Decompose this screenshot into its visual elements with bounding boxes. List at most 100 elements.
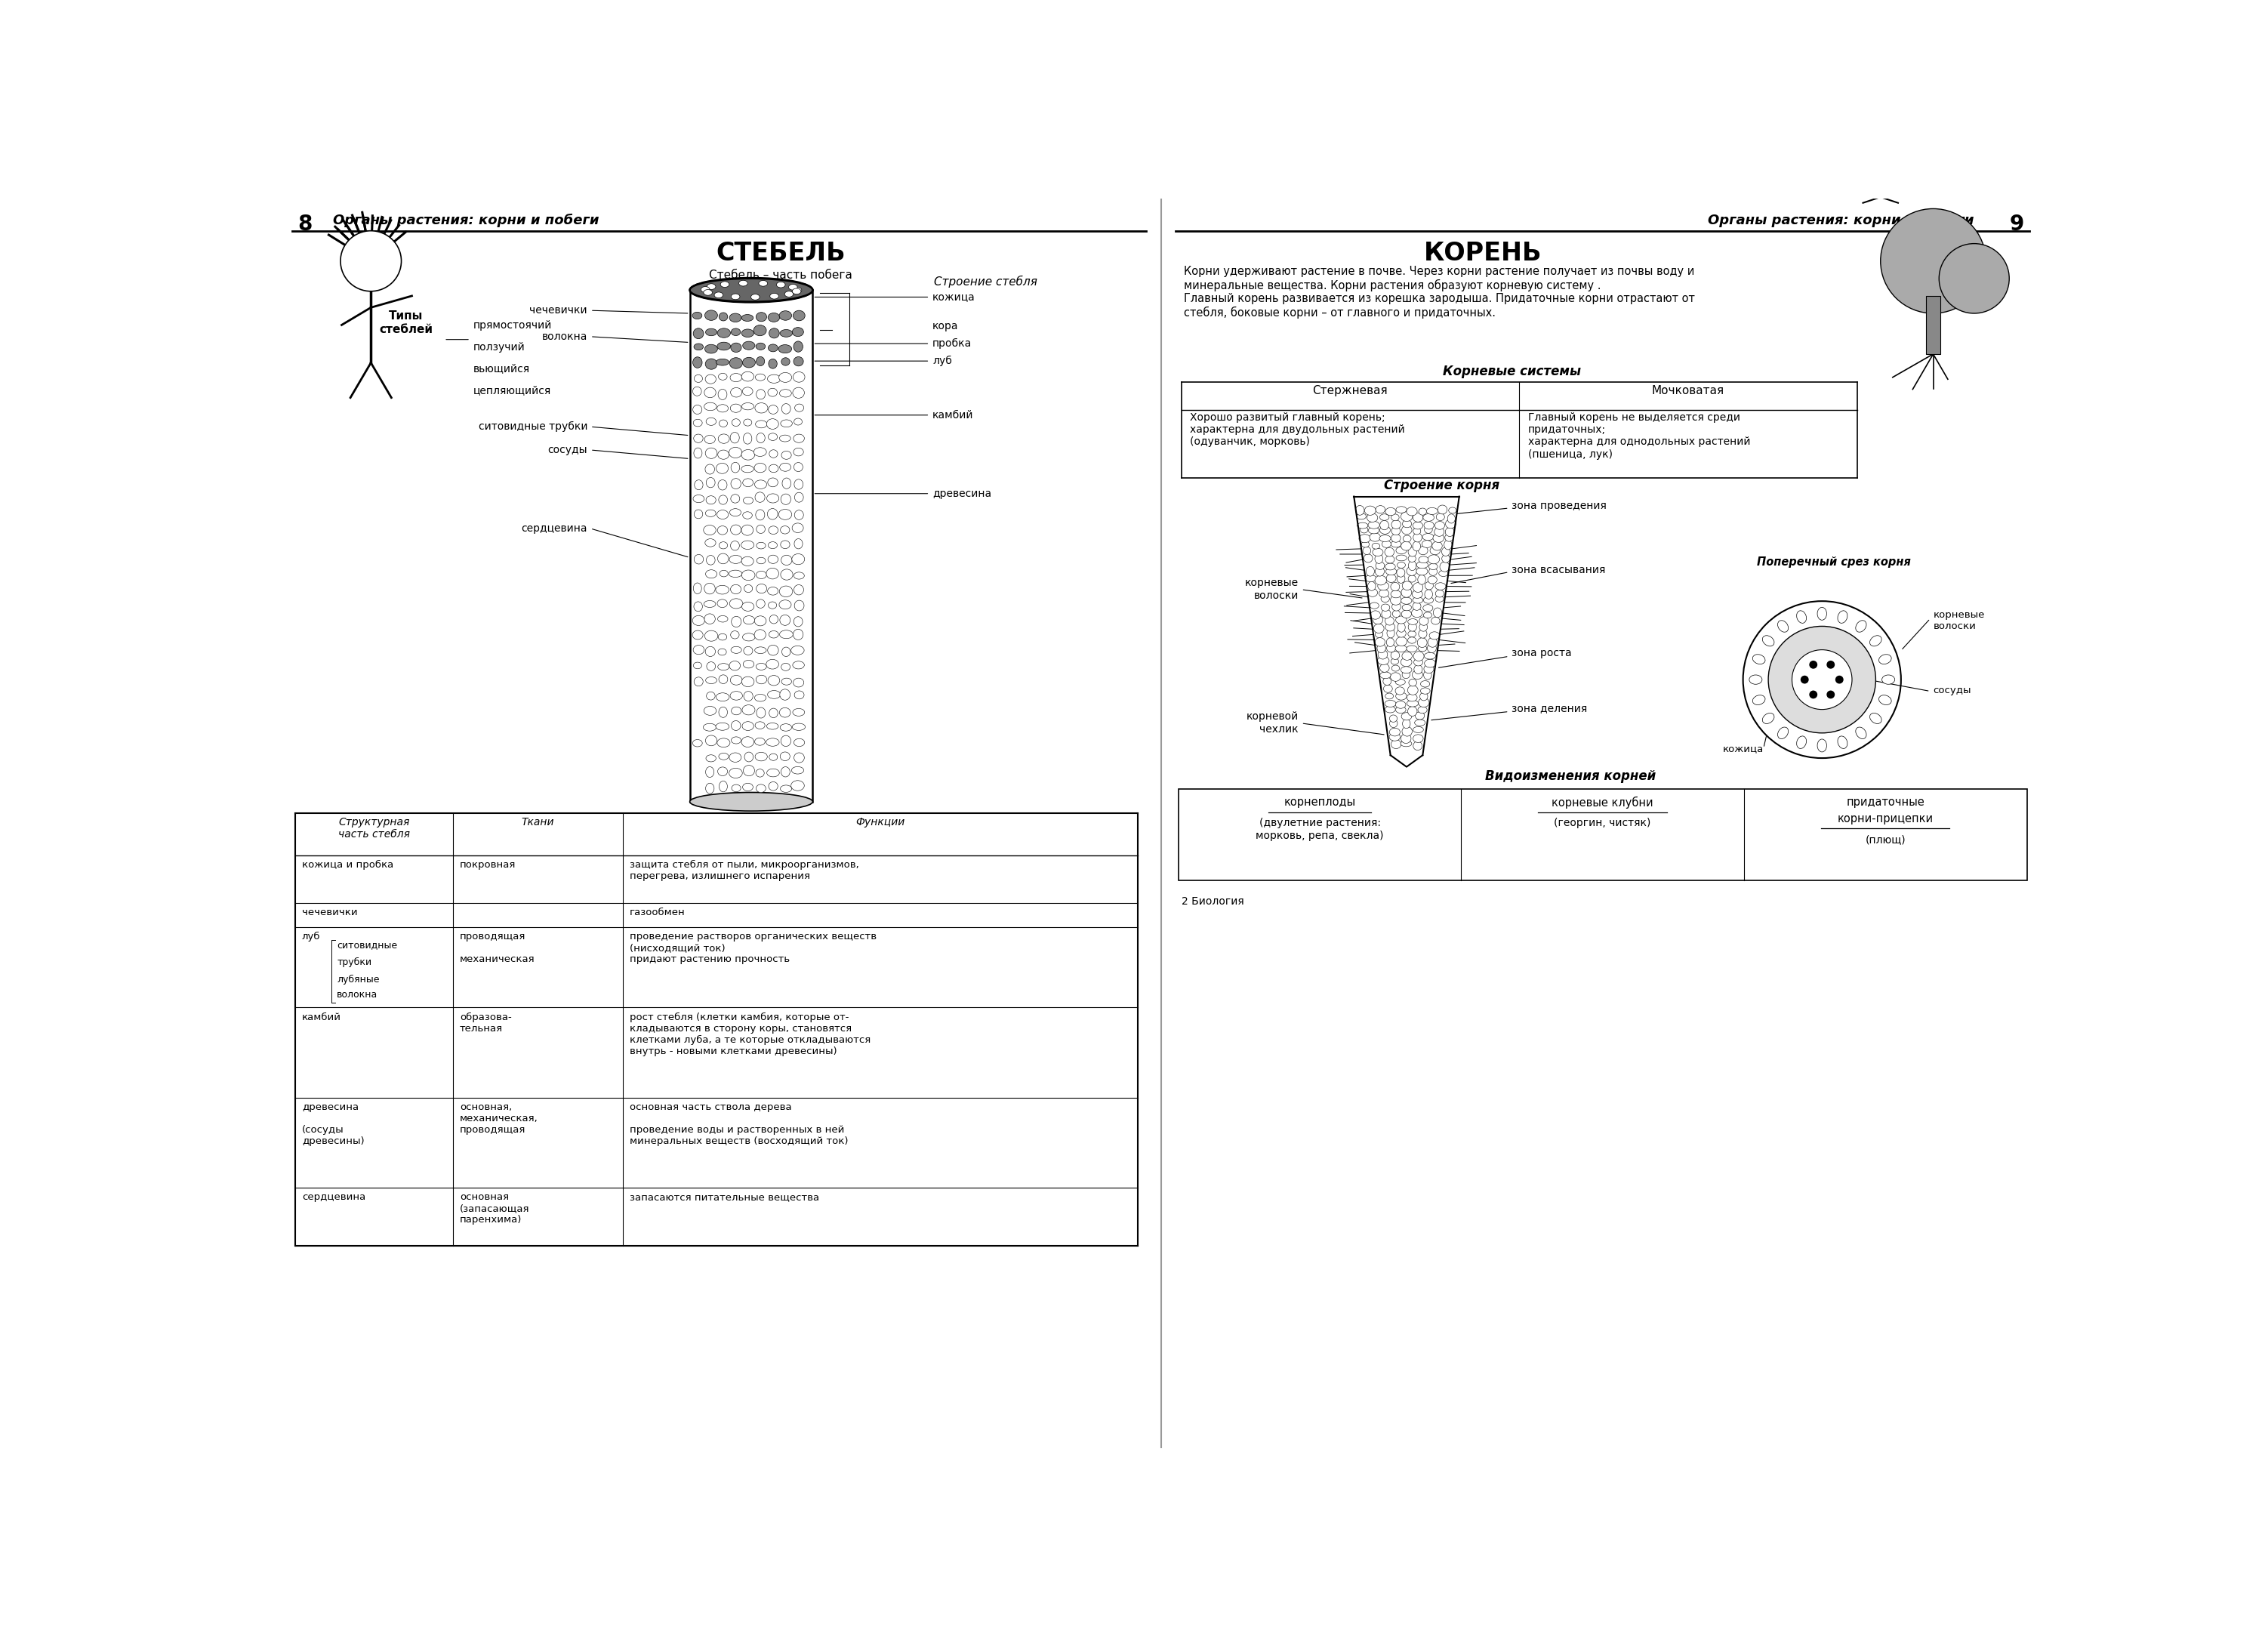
Ellipse shape: [1431, 618, 1441, 624]
Ellipse shape: [1409, 575, 1416, 582]
Ellipse shape: [757, 542, 766, 548]
Ellipse shape: [693, 405, 702, 415]
Ellipse shape: [757, 433, 766, 443]
Text: камбий: камбий: [301, 1013, 342, 1023]
Ellipse shape: [1388, 719, 1398, 727]
Ellipse shape: [707, 755, 716, 762]
Ellipse shape: [1370, 611, 1379, 620]
Ellipse shape: [793, 311, 804, 320]
Ellipse shape: [793, 287, 802, 292]
Ellipse shape: [779, 329, 793, 337]
Ellipse shape: [1427, 644, 1436, 653]
Ellipse shape: [779, 586, 793, 596]
Ellipse shape: [757, 557, 766, 563]
Ellipse shape: [1416, 567, 1427, 575]
Text: кора: кора: [933, 320, 958, 332]
Ellipse shape: [1753, 695, 1764, 705]
Ellipse shape: [693, 510, 702, 519]
Ellipse shape: [1413, 603, 1420, 610]
Ellipse shape: [793, 553, 804, 565]
Ellipse shape: [1425, 671, 1431, 679]
Ellipse shape: [754, 463, 766, 472]
Ellipse shape: [770, 709, 777, 717]
Ellipse shape: [1366, 567, 1375, 577]
Text: кожица: кожица: [933, 292, 976, 302]
Ellipse shape: [729, 448, 743, 458]
Ellipse shape: [777, 282, 786, 287]
Ellipse shape: [1377, 644, 1386, 653]
Text: кожица и пробка: кожица и пробка: [301, 859, 394, 869]
Ellipse shape: [754, 648, 766, 654]
Ellipse shape: [793, 327, 804, 337]
Ellipse shape: [1880, 654, 1891, 664]
Ellipse shape: [781, 662, 790, 671]
Ellipse shape: [1445, 534, 1454, 542]
Ellipse shape: [1382, 610, 1391, 618]
Ellipse shape: [743, 601, 754, 611]
Ellipse shape: [693, 448, 702, 458]
Ellipse shape: [729, 555, 743, 563]
Ellipse shape: [691, 279, 813, 302]
Ellipse shape: [743, 765, 754, 776]
Ellipse shape: [779, 724, 793, 732]
Ellipse shape: [729, 570, 743, 577]
Ellipse shape: [1409, 620, 1418, 624]
Ellipse shape: [718, 390, 727, 400]
Ellipse shape: [743, 512, 752, 519]
Ellipse shape: [779, 434, 790, 441]
Text: Главный корень не выделяется среди
придаточных;
характерна для однодольных расте: Главный корень не выделяется среди прида…: [1529, 413, 1751, 459]
Ellipse shape: [1413, 514, 1422, 522]
Ellipse shape: [1379, 525, 1391, 534]
Ellipse shape: [1375, 553, 1384, 563]
Text: (георгин, чистяк): (георгин, чистяк): [1554, 818, 1651, 829]
Ellipse shape: [743, 357, 754, 368]
Ellipse shape: [743, 705, 754, 715]
Text: корневые
волоски: корневые волоски: [1246, 578, 1298, 601]
Ellipse shape: [781, 420, 793, 428]
Ellipse shape: [732, 525, 741, 535]
Ellipse shape: [1817, 608, 1826, 620]
Ellipse shape: [754, 403, 768, 413]
Text: образова-
тельная: образова- тельная: [460, 1013, 512, 1034]
Ellipse shape: [1395, 507, 1407, 512]
Ellipse shape: [1382, 595, 1388, 603]
Ellipse shape: [1413, 542, 1420, 552]
Ellipse shape: [707, 555, 716, 565]
Ellipse shape: [1402, 653, 1411, 661]
Text: КОРЕНЬ: КОРЕНЬ: [1422, 241, 1542, 266]
Ellipse shape: [757, 600, 766, 608]
Ellipse shape: [732, 494, 741, 502]
Text: Хорошо развитый главный корень;
характерна для двудольных растений
(одуванчик, м: Хорошо развитый главный корень; характер…: [1189, 413, 1404, 448]
Ellipse shape: [1422, 514, 1434, 520]
Ellipse shape: [1420, 623, 1427, 631]
Ellipse shape: [1425, 653, 1436, 659]
Ellipse shape: [768, 464, 779, 472]
Ellipse shape: [1445, 540, 1452, 550]
Ellipse shape: [718, 434, 729, 443]
Ellipse shape: [757, 770, 763, 776]
Ellipse shape: [732, 344, 741, 352]
Ellipse shape: [784, 291, 793, 297]
Ellipse shape: [1418, 697, 1429, 707]
Ellipse shape: [732, 737, 741, 743]
Ellipse shape: [1436, 596, 1443, 601]
Text: цепляющийся: цепляющийся: [473, 385, 550, 395]
Ellipse shape: [707, 767, 713, 778]
Ellipse shape: [1391, 527, 1400, 535]
Text: Структурная
часть стебля: Структурная часть стебля: [337, 816, 410, 839]
Ellipse shape: [1409, 707, 1418, 715]
Ellipse shape: [770, 615, 779, 624]
Text: (плющ): (плющ): [1864, 834, 1905, 844]
Ellipse shape: [793, 434, 804, 443]
Ellipse shape: [732, 616, 741, 628]
Ellipse shape: [1382, 540, 1391, 548]
Ellipse shape: [768, 631, 779, 638]
Text: газообмен: газообмен: [630, 907, 686, 917]
Ellipse shape: [754, 752, 768, 762]
Ellipse shape: [1398, 562, 1404, 568]
Ellipse shape: [793, 738, 804, 747]
Ellipse shape: [779, 463, 790, 471]
Ellipse shape: [1391, 540, 1402, 547]
Ellipse shape: [768, 676, 779, 686]
Ellipse shape: [1391, 583, 1400, 591]
